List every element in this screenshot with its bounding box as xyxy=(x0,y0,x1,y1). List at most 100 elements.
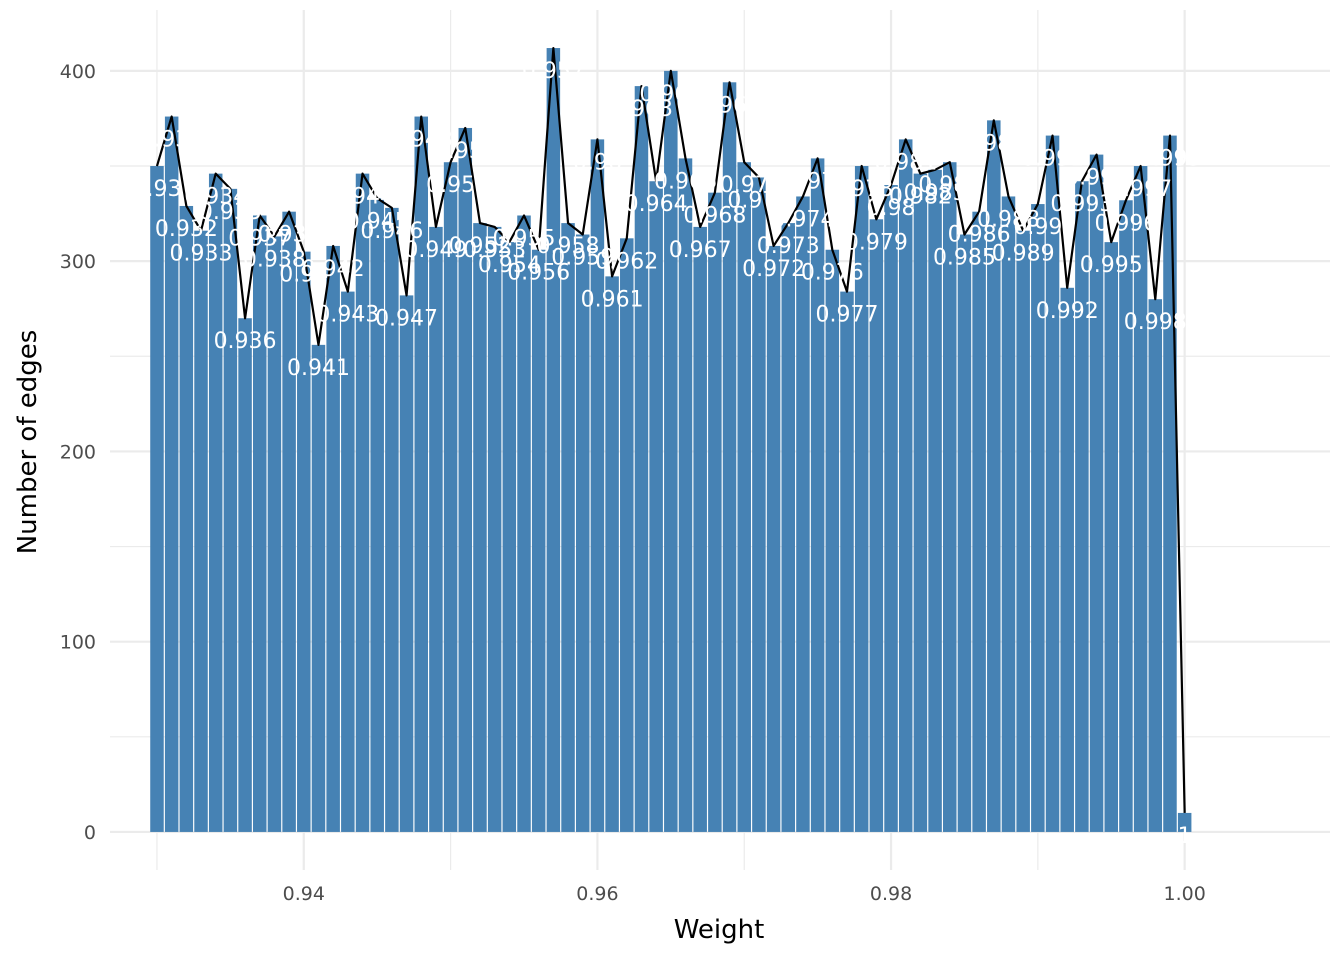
data-label: 0.967 xyxy=(669,238,732,263)
data-label: 0.987 xyxy=(962,131,1025,156)
data-label: 0.932 xyxy=(155,217,218,242)
data-label: 0.958 xyxy=(537,234,600,259)
data-label: 0.944 xyxy=(331,185,394,210)
bar xyxy=(678,158,693,832)
bar xyxy=(252,215,267,832)
bar xyxy=(1075,181,1089,832)
data-label: 0.985 xyxy=(933,246,996,271)
data-label: 0.963 xyxy=(610,97,673,122)
data-label: 0.981 xyxy=(874,150,937,175)
bar xyxy=(297,251,311,832)
y-tick-label: 100 xyxy=(60,632,96,654)
data-label: 0.977 xyxy=(815,303,878,328)
data-label: 0.982 xyxy=(889,185,952,210)
data-label: 0.952 xyxy=(448,234,511,259)
bar xyxy=(326,245,340,832)
bar xyxy=(399,295,414,832)
data-label: 0.933 xyxy=(170,242,233,267)
y-axis-title: Number of edges xyxy=(13,330,43,555)
y-tick-label: 0 xyxy=(84,822,96,844)
data-label: 0.98 xyxy=(867,196,916,221)
bar xyxy=(487,226,502,832)
bar xyxy=(546,48,561,832)
data-label: 0.96 xyxy=(573,150,622,175)
bar xyxy=(1133,166,1148,832)
bar xyxy=(693,226,707,832)
data-label: 0.951 xyxy=(434,139,497,164)
bar xyxy=(179,205,194,832)
bar xyxy=(355,173,370,832)
data-label: 0.94 xyxy=(279,263,328,288)
data-label: 0.97 xyxy=(720,173,769,198)
data-label: 0.994 xyxy=(1065,166,1128,191)
bar xyxy=(1045,135,1060,832)
data-label: 0.978 xyxy=(830,177,893,202)
data-label: 0.935 xyxy=(199,200,262,225)
bar xyxy=(869,219,884,832)
bar xyxy=(385,207,399,832)
data-label: 0.996 xyxy=(1094,211,1157,236)
bar xyxy=(164,116,179,832)
bar xyxy=(267,236,282,832)
bar xyxy=(341,291,355,832)
bar xyxy=(282,211,296,832)
data-label: 0.971 xyxy=(727,188,790,213)
data-label: 0.949 xyxy=(404,238,467,263)
data-label: 0.956 xyxy=(507,261,570,286)
bar xyxy=(796,196,810,832)
data-label: 0.95 xyxy=(426,173,475,198)
data-label: 0.975 xyxy=(786,169,849,194)
bar xyxy=(722,82,737,832)
bar xyxy=(854,166,869,832)
data-label: 0.999 xyxy=(1138,147,1201,172)
data-label: 0.984 xyxy=(918,173,981,198)
data-label: 0.976 xyxy=(801,261,864,286)
data-labels: 0.930.9310.9320.9330.9340.9350.9360.9370… xyxy=(132,59,1201,849)
data-label: 0.966 xyxy=(654,169,717,194)
data-label: 0.983 xyxy=(904,181,967,206)
data-label: 0.953 xyxy=(463,238,526,263)
data-label: 0.947 xyxy=(375,306,438,331)
data-label: 0.973 xyxy=(757,234,820,259)
data-label: 0.965 xyxy=(639,82,702,107)
data-label: 0.954 xyxy=(478,253,541,278)
bar xyxy=(1177,812,1192,832)
line-layer xyxy=(155,46,1186,813)
data-label: 0.988 xyxy=(977,207,1040,232)
data-label: 0.961 xyxy=(581,287,644,312)
data-label: 0.974 xyxy=(771,207,834,232)
data-label: 0.939 xyxy=(258,223,321,248)
bar xyxy=(928,169,942,832)
data-label: 0.93 xyxy=(132,177,181,202)
bar xyxy=(913,173,928,832)
bar xyxy=(825,249,840,832)
data-label: 0.969 xyxy=(698,93,761,118)
y-tick-label: 300 xyxy=(60,251,96,273)
y-tick-labels: 0 100 200 300 400 xyxy=(60,61,96,844)
bar xyxy=(737,162,751,832)
bar xyxy=(620,238,634,832)
data-label: 0.99 xyxy=(1013,215,1062,240)
data-label: 0.937 xyxy=(228,226,291,251)
data-label: 0.959 xyxy=(551,246,614,271)
data-label: 1 xyxy=(1178,824,1192,849)
data-label: 0.993 xyxy=(1050,192,1113,217)
data-label: 0.942 xyxy=(302,257,365,282)
data-label: 0.943 xyxy=(316,303,379,328)
data-label: 0.964 xyxy=(625,192,688,217)
bar xyxy=(1031,204,1045,832)
data-label: 0.957 xyxy=(522,59,585,84)
data-label: 0.997 xyxy=(1109,177,1172,202)
bar xyxy=(634,86,649,832)
bar xyxy=(150,166,164,832)
bar xyxy=(972,211,986,832)
bar xyxy=(575,234,590,832)
bar xyxy=(840,291,854,832)
x-axis-title: Weight xyxy=(674,915,765,945)
data-label: 0.989 xyxy=(992,242,1055,267)
data-label: 0.968 xyxy=(683,204,746,229)
data-label: 0.945 xyxy=(346,209,409,234)
data-label: 0.995 xyxy=(1080,253,1143,278)
data-label: 0.998 xyxy=(1124,310,1187,335)
bar xyxy=(766,245,781,832)
